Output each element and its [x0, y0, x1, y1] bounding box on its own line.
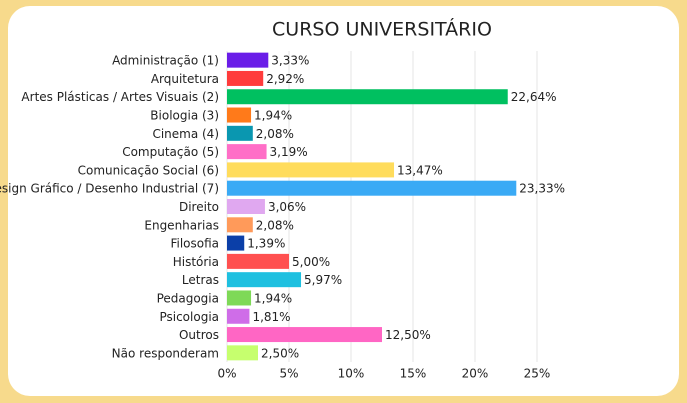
bar [227, 107, 252, 123]
value-label: 13,47% [397, 163, 443, 177]
bar [227, 235, 245, 251]
bar [227, 327, 382, 343]
value-label: 3,19% [270, 145, 308, 159]
y-tick-label: História [173, 255, 219, 269]
x-tick-label: 10% [338, 367, 365, 381]
bar [227, 125, 253, 141]
y-tick-label: Cinema (4) [152, 127, 219, 141]
bar [227, 162, 395, 178]
bar [227, 217, 253, 233]
value-label: 2,08% [256, 127, 294, 141]
value-label: 2,92% [266, 72, 304, 86]
value-label: 3,33% [271, 54, 309, 68]
y-tick-label: Arquitetura [151, 72, 219, 86]
x-tick-label: 0% [217, 367, 236, 381]
y-tick-label: Pedagogia [157, 291, 219, 305]
y-tick-label: Biologia (3) [150, 109, 219, 123]
y-tick-label: Artes Plásticas / Artes Visuais (2) [21, 90, 219, 104]
value-label: 3,06% [268, 200, 306, 214]
y-tick-label: Comunicação Social (6) [78, 163, 219, 177]
y-tick-label: Administração (1) [112, 54, 219, 68]
value-label: 5,00% [292, 255, 330, 269]
y-tick-label: Não responderam [112, 346, 219, 360]
x-tick-label: 5% [279, 367, 298, 381]
value-label: 1,94% [254, 291, 292, 305]
y-tick-label: Psicologia [159, 310, 219, 324]
y-tick-label: Engenharias [144, 218, 219, 232]
value-label: 1,81% [252, 310, 290, 324]
y-tick-label: Outros [179, 328, 219, 342]
chart-title: CURSO UNIVERSITÁRIO [272, 18, 492, 41]
bar [227, 180, 517, 196]
value-label: 23,33% [519, 182, 565, 196]
bar [227, 308, 250, 324]
value-label: 22,64% [511, 90, 557, 104]
y-tick-label: Computação (5) [122, 145, 219, 159]
bar [227, 144, 267, 160]
x-tick-label: 25% [524, 367, 551, 381]
value-label: 1,39% [247, 237, 285, 251]
value-label: 2,08% [256, 218, 294, 232]
bar [227, 52, 269, 68]
y-tick-label: Filosofia [170, 237, 219, 251]
bar [227, 70, 264, 86]
value-label: 1,94% [254, 109, 292, 123]
bar [227, 199, 265, 214]
bar [227, 253, 289, 269]
bar [227, 89, 508, 105]
y-tick-label: Design Gráfico / Desenho Industrial (7) [0, 182, 219, 196]
value-label: 12,50% [385, 328, 431, 342]
x-tick-label: 20% [462, 367, 489, 381]
value-label: 5,97% [304, 273, 342, 287]
bar [227, 272, 302, 288]
bar [227, 345, 258, 361]
y-tick-label: Letras [182, 273, 219, 287]
bar [227, 290, 252, 306]
value-label: 2,50% [261, 346, 299, 360]
y-tick-label: Direito [179, 200, 219, 214]
x-tick-label: 15% [400, 367, 427, 381]
